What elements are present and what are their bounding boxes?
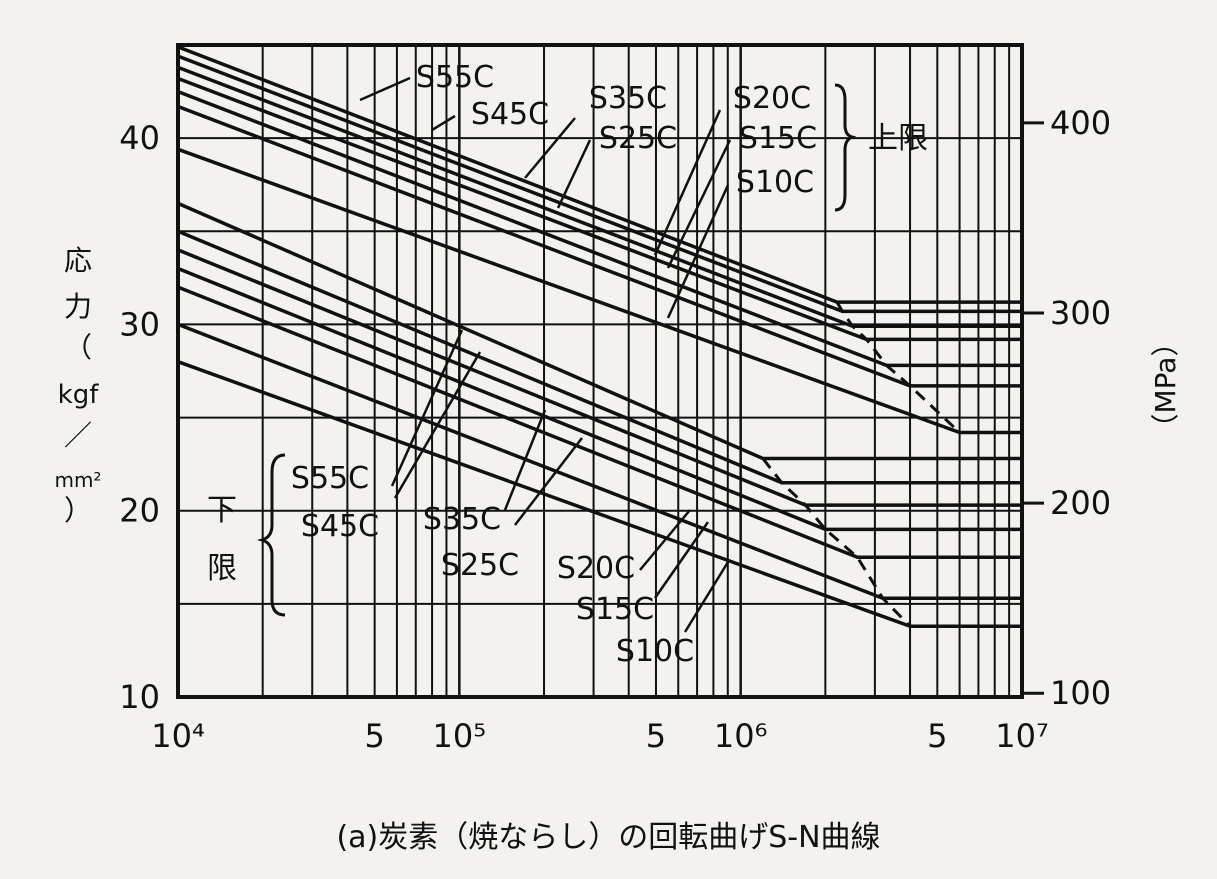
y2-tick-label: 200 [1050, 484, 1111, 522]
leader-line [524, 117, 576, 179]
leader-line [556, 139, 592, 209]
leader-line [666, 184, 730, 319]
group-label-lower-1: 下 [207, 493, 237, 528]
y-tick-label: 30 [119, 305, 160, 343]
leader-line [393, 351, 482, 499]
series-line-s25c-lower [177, 266, 1022, 532]
leader-line [639, 509, 691, 571]
y-axis-label-part: （ [64, 331, 92, 364]
y2-tick-label: 400 [1050, 104, 1111, 142]
series-line-s10c-upper [177, 147, 1022, 435]
y-tick-label: 40 [119, 119, 160, 157]
leader-line [431, 114, 456, 132]
knee-line-upper [835, 301, 961, 434]
x-tick-label: 5 [364, 717, 384, 755]
y2-axis-label: （MPa） [1149, 329, 1182, 442]
y-axis-label-part: mm² [55, 468, 102, 492]
y-axis-label-part: kgf [58, 380, 100, 410]
x-tick-label: 10⁵ [433, 717, 487, 755]
y-axis-label-part: ／ [64, 419, 92, 452]
series-label-upper: S10C [736, 165, 814, 200]
y2-tick-label: 300 [1050, 294, 1111, 332]
series-label-lower: S55C [291, 461, 369, 496]
series-label-lower: S45C [301, 509, 379, 544]
leader-line [503, 409, 547, 511]
series-label-lower: S10C [616, 634, 694, 669]
figure-caption: (a)炭素（焼ならし）の回転曲げS-N曲線 [336, 820, 881, 855]
y-axis-label-part: ） [64, 494, 92, 527]
y-axis-label-part: 応 [64, 244, 92, 277]
leader-line [514, 437, 583, 526]
series-label-lower: S35C [423, 502, 501, 537]
leader-line [390, 329, 464, 487]
series-label-lower: S15C [576, 592, 654, 627]
brace-lower [256, 453, 286, 617]
x-tick-label: 5 [646, 717, 666, 755]
series-label-upper: S55C [416, 60, 494, 95]
leader-line [683, 561, 730, 633]
series-label-upper: S20C [733, 81, 811, 116]
x-tick-label: 10⁴ [151, 717, 205, 755]
plot-frame [176, 43, 1044, 699]
grid [178, 45, 1022, 697]
series-lines [177, 45, 1022, 628]
leader-line [666, 139, 732, 269]
y2-tick-label: 100 [1050, 674, 1111, 712]
series-label-lower: S20C [557, 551, 635, 586]
x-tick-label: 5 [927, 717, 947, 755]
brace-upper [834, 83, 857, 212]
series-label-upper: S45C [471, 97, 549, 132]
leader-line [653, 109, 722, 256]
knee-line-lower [761, 457, 912, 628]
series-label-upper: S15C [739, 121, 817, 156]
series-label-upper: S35C [589, 81, 667, 116]
plot-border [176, 43, 1024, 699]
group-label-lower-2: 限 [207, 551, 237, 586]
group-label-upper: 上限 [868, 121, 928, 156]
y-axis-label-part: 力 [64, 290, 92, 323]
y-tick-label: 20 [119, 492, 160, 530]
series-label-upper: S25C [599, 121, 677, 156]
y-tick-label: 10 [119, 678, 160, 716]
labels: 10⁴ 5 10⁵ 5 10⁶ 5 10⁷ 10 20 30 40 100 200 300 400 応力 （ kg… [55, 60, 1182, 755]
leader-line [653, 521, 710, 599]
leader-line [359, 76, 411, 102]
x-tick-label: 10⁷ [995, 717, 1049, 755]
series-line-s20c-lower [177, 285, 1022, 560]
series-label-lower: S25C [441, 548, 519, 583]
x-tick-label: 10⁶ [714, 717, 768, 755]
